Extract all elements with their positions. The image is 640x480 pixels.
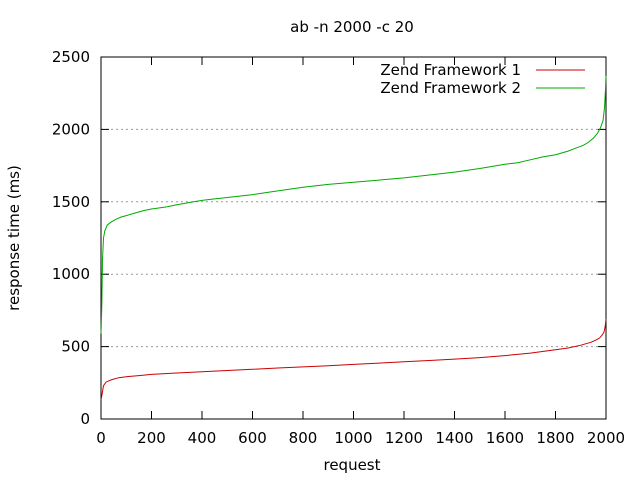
x-tick-label: 1800 — [536, 429, 574, 447]
y-tick-label: 500 — [61, 338, 90, 356]
y-tick-label: 1500 — [52, 193, 90, 211]
series-line-1 — [100, 319, 607, 401]
gridlines — [101, 128, 606, 348]
x-tick-label: 200 — [137, 429, 166, 447]
x-tick-label: 600 — [238, 429, 267, 447]
x-tick-label: 400 — [188, 429, 217, 447]
legend-label-2: Zend Framework 2 — [380, 79, 521, 97]
y-tick-label: 2000 — [52, 120, 90, 138]
axis-ticks: 0 500 1000 1500 2000 2500 0 200 400 600 800 1000 120… — [52, 48, 625, 447]
x-tick-label: 800 — [289, 429, 318, 447]
x-tick-label: 1000 — [334, 429, 372, 447]
x-axis-label: request — [323, 456, 380, 474]
series-line-2 — [100, 75, 607, 334]
series-lines — [100, 75, 607, 401]
y-tick-label: 0 — [80, 410, 90, 428]
legend-label-1: Zend Framework 1 — [380, 61, 521, 79]
y-tick-label: 1000 — [52, 265, 90, 283]
x-tick-label: 0 — [96, 429, 106, 447]
chart-title: ab -n 2000 -c 20 — [290, 18, 414, 36]
x-tick-label: 1600 — [486, 429, 524, 447]
x-tick-label: 2000 — [587, 429, 625, 447]
y-tick-label: 2500 — [52, 48, 90, 66]
x-tick-label: 1200 — [385, 429, 423, 447]
x-tick-label: 1400 — [435, 429, 473, 447]
y-axis-label: response time (ms) — [5, 165, 23, 311]
